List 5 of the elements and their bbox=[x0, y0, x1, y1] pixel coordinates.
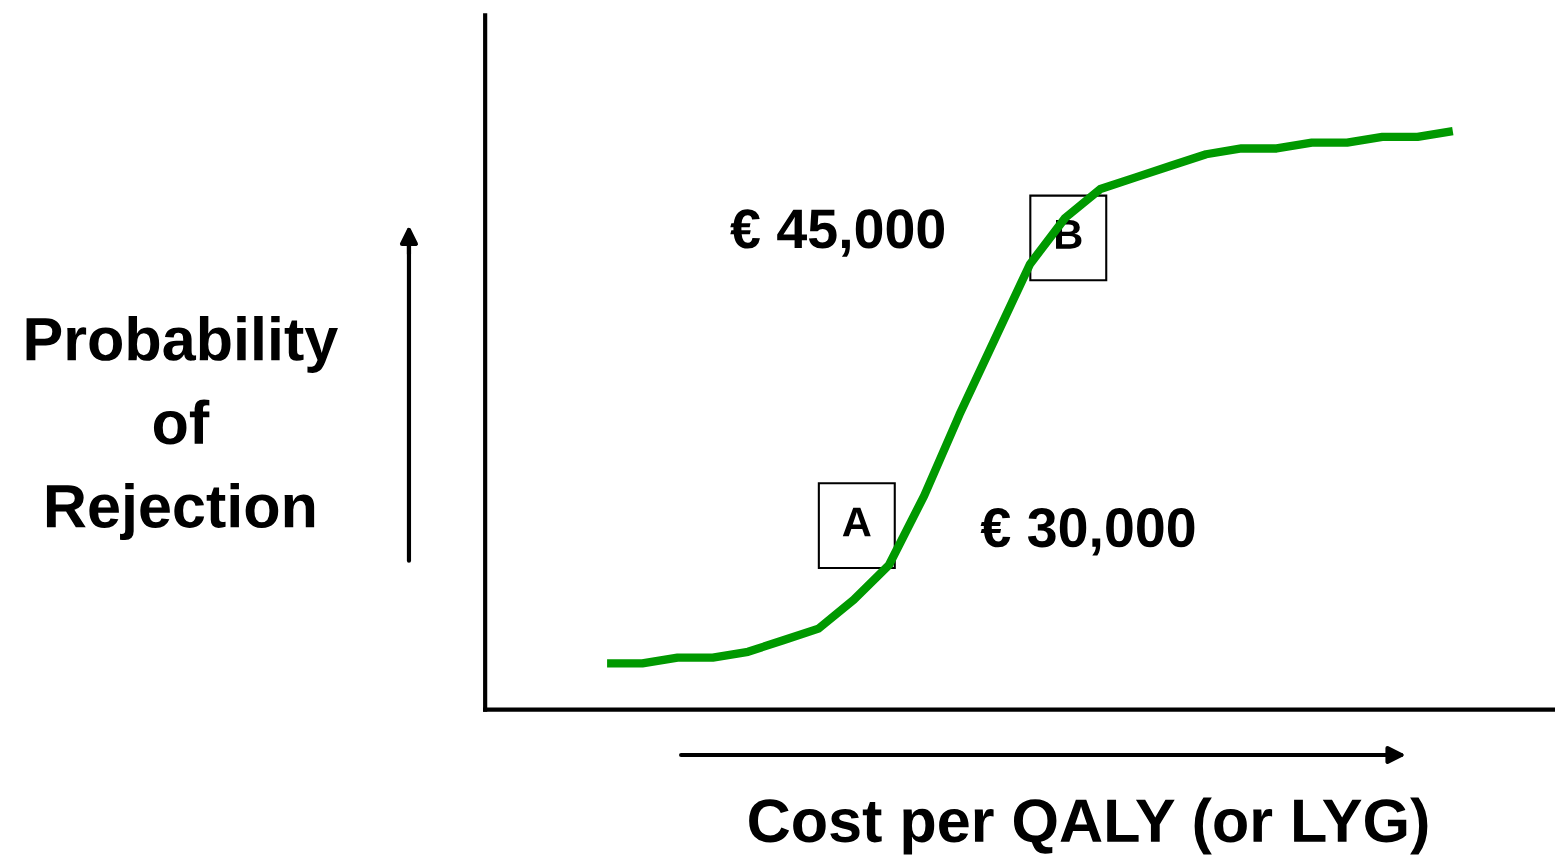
annotation: € 30,000 bbox=[980, 508, 1195, 556]
x-axis-title: Cost per QALY (or LYG) bbox=[749, 797, 1428, 855]
annotation: € 45,000 bbox=[730, 209, 945, 257]
y-axis-title: Probability of Rejection bbox=[26, 315, 338, 541]
annotation: A bbox=[842, 507, 871, 537]
